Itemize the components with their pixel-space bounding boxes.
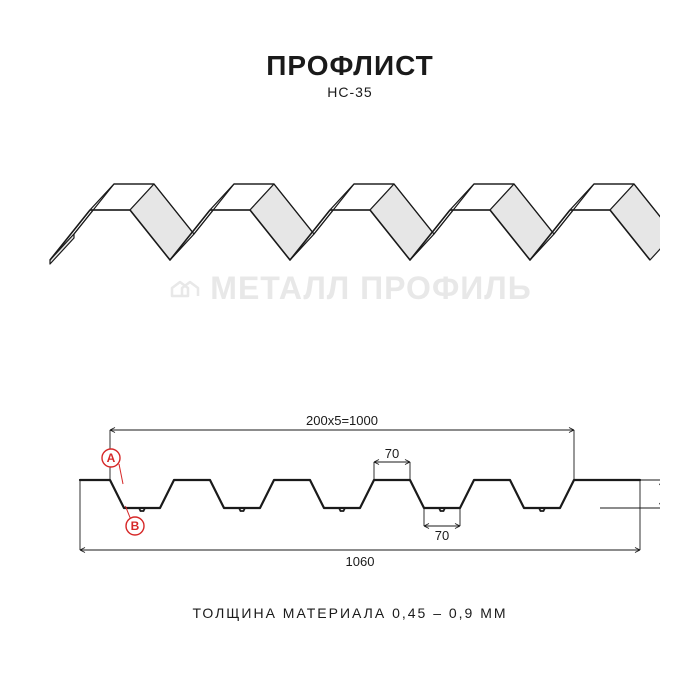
material-thickness-note: ТОЛЩИНА МАТЕРИАЛА 0,45 – 0,9 ММ — [0, 605, 700, 621]
svg-text:70: 70 — [385, 446, 399, 461]
svg-text:1060: 1060 — [346, 554, 375, 569]
profile-schematic: 200х5=10007070351060AB — [40, 390, 660, 580]
page-title: ПРОФЛИСТ — [0, 50, 700, 82]
svg-text:200х5=1000: 200х5=1000 — [306, 413, 378, 428]
svg-text:B: B — [131, 519, 140, 533]
svg-text:A: A — [107, 451, 116, 465]
page-subtitle: НС-35 — [0, 84, 700, 100]
profile-3d-render — [40, 140, 660, 340]
diagram-page: { "header": { "title": "ПРОФЛИСТ", "subt… — [0, 0, 700, 700]
svg-text:70: 70 — [435, 528, 449, 543]
